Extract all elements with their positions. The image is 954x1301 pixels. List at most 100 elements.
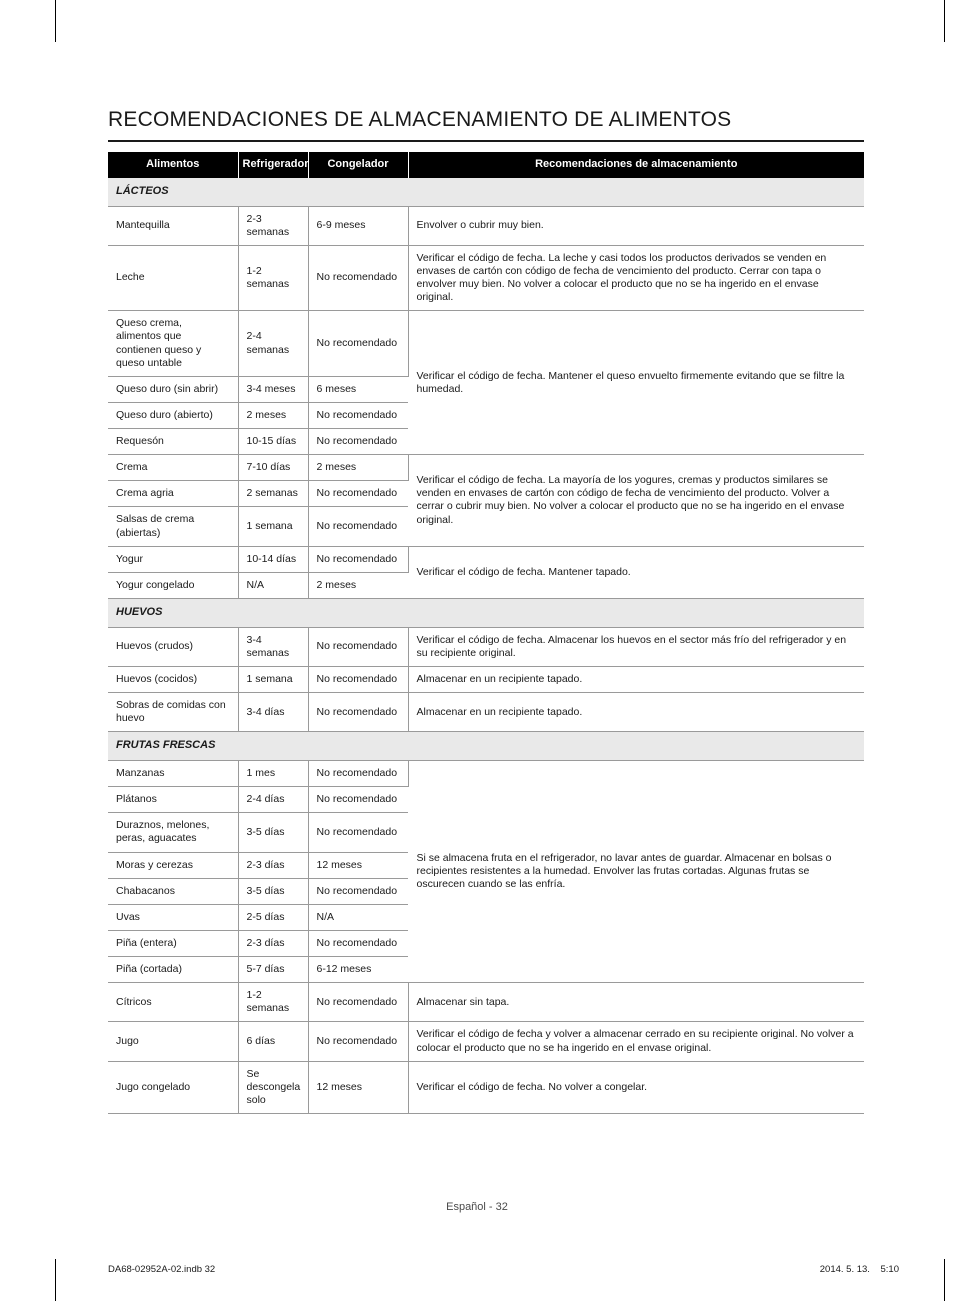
cell-freezer: No recomendado	[308, 402, 408, 428]
cell-fridge: 2-4 semanas	[238, 311, 308, 377]
cell-freezer: 2 meses	[308, 572, 408, 598]
cell-rec: Almacenar en un recipiente tapado.	[408, 693, 864, 732]
cell-fridge: 2-4 días	[238, 787, 308, 813]
cell-food: Manzanas	[108, 761, 238, 787]
table-row: Cítricos 1-2 semanas No recomendado Alma…	[108, 983, 864, 1022]
cell-freezer: No recomendado	[308, 983, 408, 1022]
cell-rec: Verificar el código de fecha. Mantener t…	[408, 546, 864, 598]
col-fridge: Refrigerador	[238, 152, 308, 178]
cell-rec: Verificar el código de fecha. Mantener e…	[408, 311, 864, 455]
cell-food: Moras y cerezas	[108, 852, 238, 878]
cell-fridge: 1-2 semanas	[238, 245, 308, 311]
cell-fridge: 2-3 días	[238, 852, 308, 878]
cell-fridge: N/A	[238, 572, 308, 598]
cell-food: Crema	[108, 455, 238, 481]
cell-freezer: N/A	[308, 904, 408, 930]
cell-freezer: 2 meses	[308, 455, 408, 481]
table-row: Mantequilla 2-3 semanas 6-9 meses Envolv…	[108, 206, 864, 245]
table-row: Leche 1-2 semanas No recomendado Verific…	[108, 245, 864, 311]
cell-fridge: 2-3 días	[238, 930, 308, 956]
cell-freezer: 12 meses	[308, 1061, 408, 1113]
page-title: RECOMENDACIONES DE ALMACENAMIENTO DE ALI…	[108, 108, 864, 142]
crop-mark	[55, 0, 56, 42]
cell-food: Piña (entera)	[108, 930, 238, 956]
col-food: Alimentos	[108, 152, 238, 178]
cell-fridge: 1-2 semanas	[238, 983, 308, 1022]
cell-food: Salsas de crema (abiertas)	[108, 507, 238, 546]
cell-rec: Envolver o cubrir muy bien.	[408, 206, 864, 245]
cell-rec: Verificar el código de fecha. No volver …	[408, 1061, 864, 1113]
cell-freezer: 6 meses	[308, 376, 408, 402]
cell-freezer: No recomendado	[308, 693, 408, 732]
cell-food: Plátanos	[108, 787, 238, 813]
footer-page-number: Español - 32	[0, 1201, 954, 1213]
cell-freezer: 6-9 meses	[308, 206, 408, 245]
cell-fridge: 3-4 meses	[238, 376, 308, 402]
cell-food: Queso duro (abierto)	[108, 402, 238, 428]
cell-food: Leche	[108, 245, 238, 311]
cell-fridge: 10-14 días	[238, 546, 308, 572]
cell-freezer: No recomendado	[308, 666, 408, 692]
cell-food: Huevos (cocidos)	[108, 666, 238, 692]
cell-freezer: No recomendado	[308, 429, 408, 455]
cell-food: Mantequilla	[108, 206, 238, 245]
cell-fridge: 2-5 días	[238, 904, 308, 930]
cell-fridge: 10-15 días	[238, 429, 308, 455]
table-row: Jugo 6 días No recomendado Verificar el …	[108, 1022, 864, 1061]
cell-freezer: No recomendado	[308, 311, 408, 377]
cell-freezer: No recomendado	[308, 813, 408, 852]
section-dairy: LÁCTEOS	[108, 178, 864, 206]
table-row: Sobras de comidas con huevo 3-4 días No …	[108, 693, 864, 732]
cell-fridge: 1 mes	[238, 761, 308, 787]
cell-freezer: No recomendado	[308, 627, 408, 666]
cell-fridge: 2 meses	[238, 402, 308, 428]
cell-fridge: 1 semana	[238, 507, 308, 546]
storage-table: Alimentos Refrigerador Congelador Recome…	[108, 152, 864, 1114]
cell-food: Huevos (crudos)	[108, 627, 238, 666]
cell-food: Yogur congelado	[108, 572, 238, 598]
col-rec: Recomendaciones de almacenamiento	[408, 152, 864, 178]
cell-fridge: 3-4 días	[238, 693, 308, 732]
cell-rec: Almacenar en un recipiente tapado.	[408, 666, 864, 692]
cell-freezer: No recomendado	[308, 507, 408, 546]
cell-rec: Almacenar sin tapa.	[408, 983, 864, 1022]
table-row: Huevos (crudos) 3-4 semanas No recomenda…	[108, 627, 864, 666]
cell-freezer: 12 meses	[308, 852, 408, 878]
table-row: Queso crema, alimentos que contienen que…	[108, 311, 864, 377]
cell-fridge: 7-10 días	[238, 455, 308, 481]
footer-timestamp: 2014. 5. 13. 5:10	[820, 1264, 899, 1275]
cell-rec: Verificar el código de fecha. La mayoría…	[408, 455, 864, 547]
cell-food: Sobras de comidas con huevo	[108, 693, 238, 732]
cell-food: Requesón	[108, 429, 238, 455]
cell-freezer: No recomendado	[308, 930, 408, 956]
table-row: Crema 7-10 días 2 meses Verificar el cód…	[108, 455, 864, 481]
cell-rec: Si se almacena fruta en el refrigerador,…	[408, 761, 864, 983]
cell-food: Duraznos, melones, peras, aguacates	[108, 813, 238, 852]
cell-food: Chabacanos	[108, 878, 238, 904]
cell-food: Crema agria	[108, 481, 238, 507]
cell-rec: Verificar el código de fecha. Almacenar …	[408, 627, 864, 666]
crop-mark	[944, 0, 945, 42]
cell-food: Cítricos	[108, 983, 238, 1022]
cell-freezer: No recomendado	[308, 787, 408, 813]
cell-freezer: 6-12 meses	[308, 957, 408, 983]
cell-food: Queso crema, alimentos que contienen que…	[108, 311, 238, 377]
cell-food: Piña (cortada)	[108, 957, 238, 983]
cell-food: Jugo congelado	[108, 1061, 238, 1113]
cell-rec: Verificar el código de fecha. La leche y…	[408, 245, 864, 311]
table-row: Huevos (cocidos) 1 semana No recomendado…	[108, 666, 864, 692]
cell-food: Yogur	[108, 546, 238, 572]
cell-fridge: 6 días	[238, 1022, 308, 1061]
cell-food: Uvas	[108, 904, 238, 930]
cell-fridge: 5-7 días	[238, 957, 308, 983]
table-row: Manzanas 1 mes No recomendado Si se alma…	[108, 761, 864, 787]
crop-mark	[944, 1259, 945, 1301]
cell-freezer: No recomendado	[308, 546, 408, 572]
cell-fridge: 1 semana	[238, 666, 308, 692]
cell-freezer: No recomendado	[308, 245, 408, 311]
col-freezer: Congelador	[308, 152, 408, 178]
cell-freezer: No recomendado	[308, 761, 408, 787]
cell-food: Jugo	[108, 1022, 238, 1061]
cell-fridge: 2 semanas	[238, 481, 308, 507]
cell-rec: Verificar el código de fecha y volver a …	[408, 1022, 864, 1061]
